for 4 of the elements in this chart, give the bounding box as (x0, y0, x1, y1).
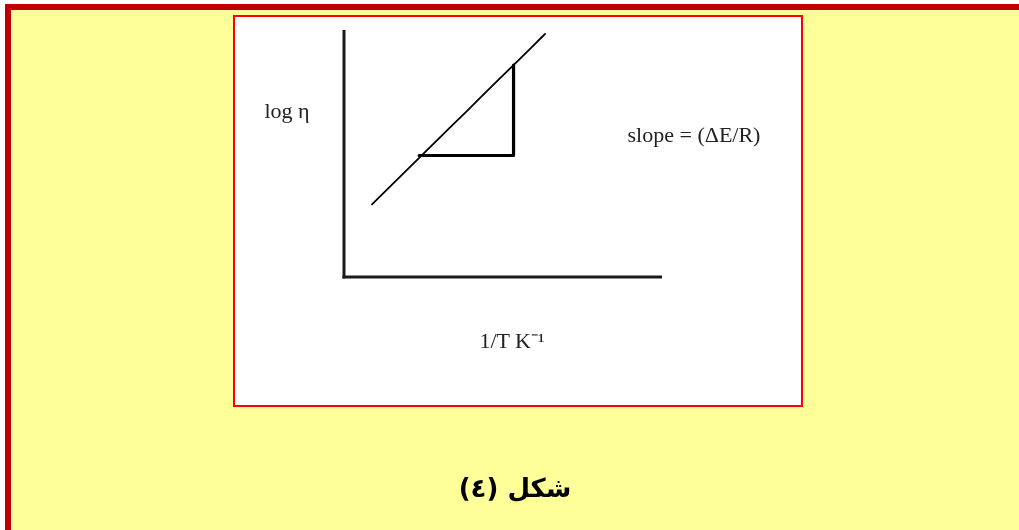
text: شكل (٤) (458, 473, 572, 503)
y-axis-title: log η (264, 98, 310, 123)
text: slope = (ΔE/R) (627, 122, 761, 147)
x-axis-title: 1/T K⁻¹ (479, 328, 545, 353)
